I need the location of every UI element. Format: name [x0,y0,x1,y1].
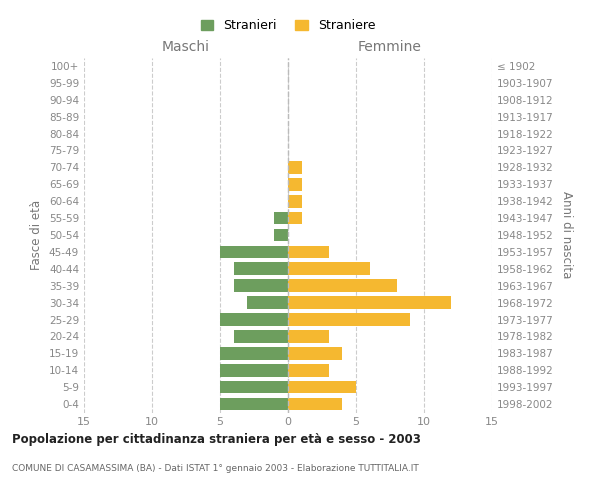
Bar [288,296,451,309]
Text: Maschi: Maschi [162,40,210,54]
Bar [233,280,288,292]
Y-axis label: Anni di nascita: Anni di nascita [560,192,573,278]
Bar [288,246,329,258]
Bar [233,262,288,275]
Text: COMUNE DI CASAMASSIMA (BA) - Dati ISTAT 1° gennaio 2003 - Elaborazione TUTTITALI: COMUNE DI CASAMASSIMA (BA) - Dati ISTAT … [12,464,419,473]
Bar [220,246,288,258]
Bar [288,330,329,343]
Bar [288,364,329,376]
Bar [274,212,288,224]
Bar [288,195,302,207]
Bar [288,161,302,173]
Bar [233,330,288,343]
Bar [288,262,370,275]
Bar [220,364,288,376]
Bar [220,398,288,410]
Bar [220,313,288,326]
Bar [288,280,397,292]
Legend: Stranieri, Straniere: Stranieri, Straniere [196,14,380,37]
Bar [274,228,288,241]
Text: Femmine: Femmine [358,40,422,54]
Bar [288,212,302,224]
Bar [288,347,343,360]
Bar [247,296,288,309]
Y-axis label: Fasce di età: Fasce di età [31,200,43,270]
Bar [288,381,356,394]
Text: Popolazione per cittadinanza straniera per età e sesso - 2003: Popolazione per cittadinanza straniera p… [12,432,421,446]
Bar [220,381,288,394]
Bar [288,398,343,410]
Bar [288,313,410,326]
Bar [220,347,288,360]
Bar [288,178,302,190]
